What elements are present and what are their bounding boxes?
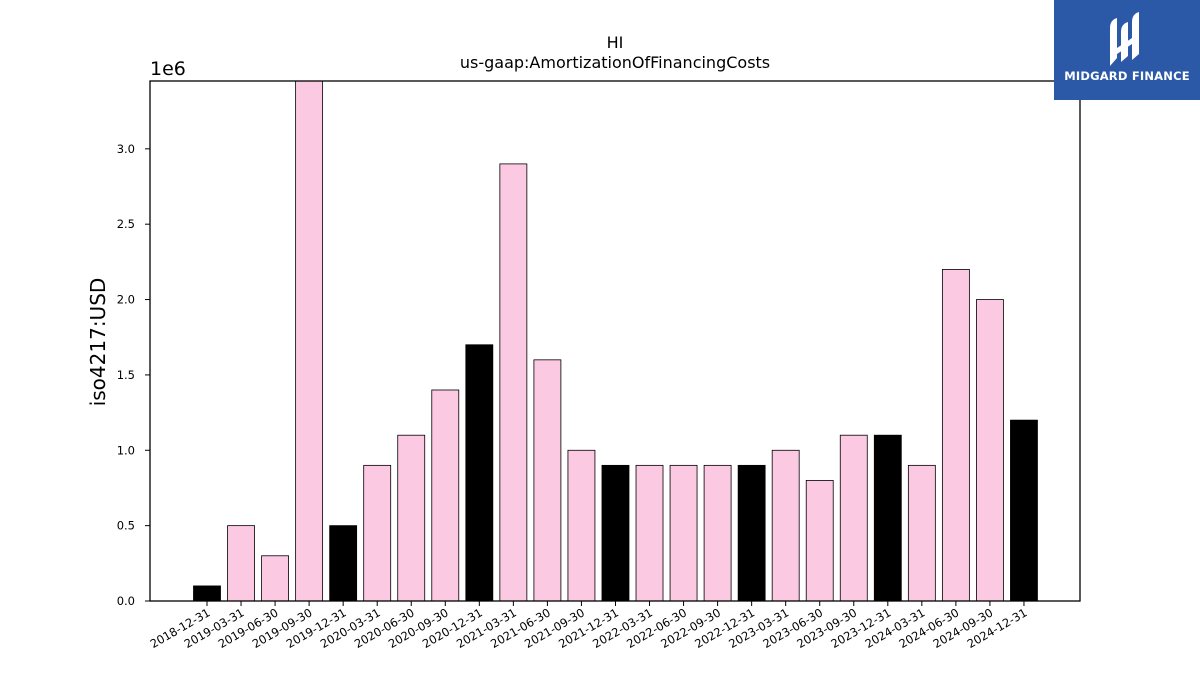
y-tick-label: 0.5 — [117, 519, 135, 533]
bar — [363, 464, 392, 602]
bar — [839, 434, 868, 602]
bar — [601, 464, 630, 602]
chart-title: HI — [607, 33, 624, 52]
bar — [873, 434, 902, 602]
chart-subtitle: us-gaap:AmortizationOfFinancingCosts — [460, 53, 770, 72]
y-tick-label: 1.0 — [117, 443, 135, 457]
y-offset-label: 1e6 — [150, 58, 186, 80]
bar — [261, 555, 289, 602]
bar — [907, 464, 936, 602]
y-tick-label: 2.0 — [117, 293, 135, 307]
logo-text: MIDGARD FINANCE — [1064, 69, 1190, 83]
y-tick-label: 3.0 — [117, 142, 135, 156]
bar — [465, 344, 494, 602]
bar — [295, 80, 324, 602]
bar — [227, 525, 255, 602]
bar — [669, 464, 698, 602]
bar — [533, 359, 562, 602]
bar — [737, 464, 766, 602]
bar — [193, 585, 221, 602]
y-tick-label: 1.5 — [117, 368, 135, 382]
bar — [703, 464, 732, 602]
bar — [976, 299, 1004, 602]
bar — [805, 480, 834, 602]
bar — [1010, 419, 1038, 602]
y-tick-label: 0.0 — [117, 594, 135, 608]
bar — [941, 269, 970, 602]
plot-frame — [149, 80, 1081, 602]
midgard-logo-mark-icon — [1110, 12, 1139, 66]
bar — [499, 163, 528, 602]
y-ticks-group: 0.0 0.5 1.0 1.5 2.0 2.5 3.0 — [117, 142, 150, 608]
bar — [635, 464, 664, 602]
x-ticks-group: 2018-12-312019-03-312019-06-302019-09-30… — [148, 601, 1029, 651]
bar — [771, 449, 800, 602]
y-axis-label: iso4217:USD — [86, 278, 110, 407]
bar — [397, 434, 426, 602]
bar — [431, 389, 460, 602]
bar — [567, 449, 596, 602]
y-tick-label: 2.5 — [117, 217, 135, 231]
midgard-finance-logo: MIDGARD FINANCE — [1054, 0, 1200, 100]
bars-group — [193, 80, 1038, 602]
bar — [329, 525, 358, 602]
